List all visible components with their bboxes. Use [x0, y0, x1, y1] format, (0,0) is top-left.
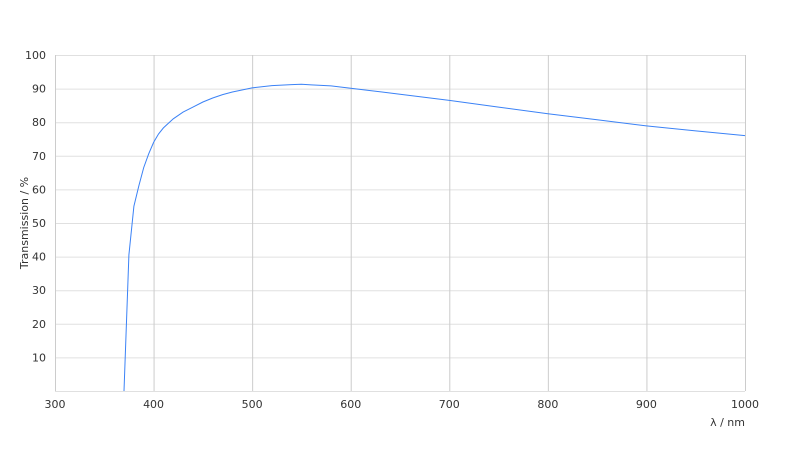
- y-tick-label: 10: [32, 351, 46, 364]
- grid: [55, 55, 746, 392]
- y-tick-label: 60: [32, 183, 46, 196]
- x-tick-label: 800: [537, 398, 558, 411]
- y-tick-label: 20: [32, 318, 46, 331]
- x-tick-label: 1000: [731, 398, 759, 411]
- y-tick-label: 30: [32, 284, 46, 297]
- x-tick-label: 600: [340, 398, 361, 411]
- y-axis-label: Transmission / %: [18, 177, 31, 270]
- y-tick-label: 70: [32, 150, 46, 163]
- y-tick-label: 100: [25, 49, 46, 62]
- y-tick-label: 80: [32, 116, 46, 129]
- y-tick-label: 40: [32, 251, 46, 264]
- x-tick-label: 900: [636, 398, 657, 411]
- series-line: [123, 83, 746, 392]
- x-axis-label: λ / nm: [710, 416, 745, 429]
- x-tick-label: 700: [439, 398, 460, 411]
- y-tick-label: 50: [32, 217, 46, 230]
- x-tick-label: 300: [45, 398, 66, 411]
- y-tick-label: 90: [32, 83, 46, 96]
- x-tick-label: 400: [143, 398, 164, 411]
- tick-labels: 10 20 30 40 50 60 70 80 90 100 300 400 500 600 700 800 9…: [25, 49, 759, 411]
- x-tick-label: 500: [242, 398, 263, 411]
